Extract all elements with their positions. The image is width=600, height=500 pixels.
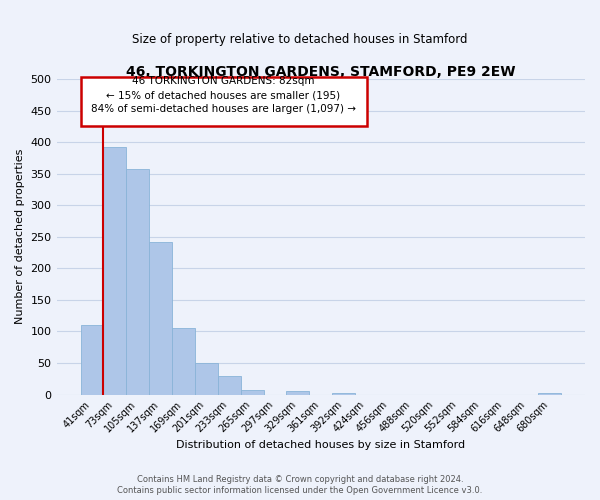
Text: Contains HM Land Registry data © Crown copyright and database right 2024.: Contains HM Land Registry data © Crown c…	[137, 475, 463, 484]
Bar	[80, 325, 103, 394]
X-axis label: Distribution of detached houses by size in Stamford: Distribution of detached houses by size …	[176, 440, 466, 450]
FancyBboxPatch shape	[80, 77, 367, 126]
Bar	[286, 391, 310, 394]
Text: 46 TORKINGTON GARDENS: 82sqm
← 15% of detached houses are smaller (195)
84% of s: 46 TORKINGTON GARDENS: 82sqm ← 15% of de…	[91, 76, 356, 114]
Bar	[172, 328, 195, 394]
Bar	[149, 242, 172, 394]
Bar	[195, 363, 218, 394]
Text: Size of property relative to detached houses in Stamford: Size of property relative to detached ho…	[132, 32, 468, 46]
Bar	[127, 168, 149, 394]
Bar	[218, 376, 241, 394]
Title: 46, TORKINGTON GARDENS, STAMFORD, PE9 2EW: 46, TORKINGTON GARDENS, STAMFORD, PE9 2E…	[126, 65, 515, 79]
Y-axis label: Number of detached properties: Number of detached properties	[15, 149, 25, 324]
Bar	[103, 146, 127, 394]
Text: Contains public sector information licensed under the Open Government Licence v3: Contains public sector information licen…	[118, 486, 482, 495]
Bar	[241, 390, 263, 394]
